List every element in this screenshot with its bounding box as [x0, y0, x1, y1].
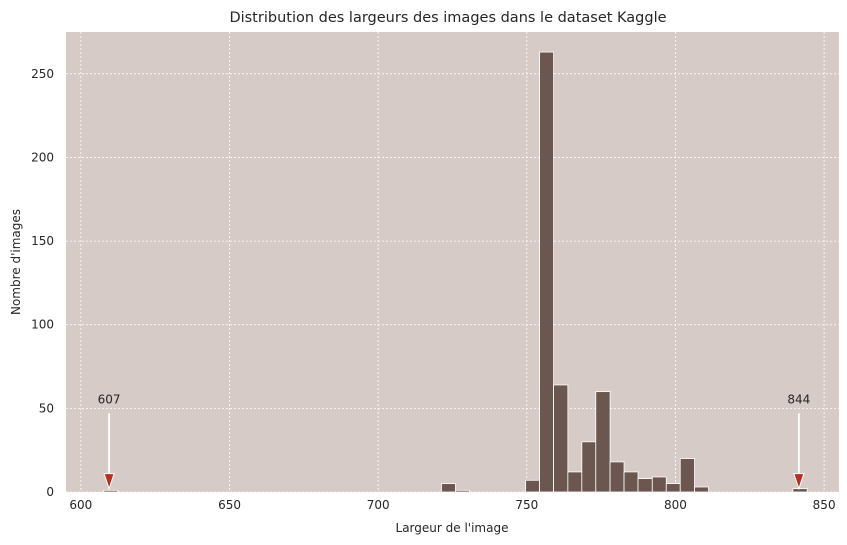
histogram-bar [623, 471, 639, 493]
histogram-bar [567, 471, 583, 493]
annotations: 607 844 [98, 392, 810, 491]
y-axis-ticks: 0 50 100 150 200 250 [31, 67, 54, 499]
y-tick-label: 250 [31, 67, 54, 81]
histogram-bar [581, 441, 597, 493]
x-axis-ticks: 600 650 700 750 800 850 [69, 498, 835, 512]
y-axis-label: Nombre d'images [9, 209, 23, 315]
histogram-bar [665, 483, 681, 493]
histogram-bars [103, 51, 808, 493]
histogram-bar [441, 483, 456, 493]
plot-area [66, 32, 839, 492]
grid-lines [66, 32, 839, 493]
chart-title: Distribution des largeurs des images dan… [229, 10, 666, 26]
annotation-label: 844 [787, 392, 810, 406]
y-tick-label: 200 [31, 150, 54, 164]
y-tick-label: 0 [46, 485, 54, 499]
x-tick-label: 800 [664, 498, 687, 512]
histogram-bar [595, 391, 611, 493]
histogram-bar [525, 479, 541, 493]
y-tick-label: 150 [31, 234, 54, 248]
y-tick-label: 50 [39, 401, 54, 415]
x-tick-label: 700 [367, 498, 390, 512]
histogram-bar [103, 489, 119, 493]
x-axis-label: Largeur de l'image [396, 521, 509, 535]
x-tick-label: 600 [69, 498, 92, 512]
histogram-bar [651, 476, 667, 493]
histogram-bar [455, 489, 470, 493]
x-tick-label: 650 [218, 498, 241, 512]
annotation-arrow-head [103, 473, 115, 491]
histogram-bar [792, 488, 808, 493]
histogram-bar [539, 51, 554, 493]
histogram-bar [553, 384, 569, 493]
x-tick-label: 850 [813, 498, 836, 512]
x-tick-label: 750 [515, 498, 538, 512]
histogram-bar [637, 478, 653, 493]
y-tick-label: 100 [31, 318, 54, 332]
histogram-bar [609, 461, 625, 493]
histogram-bar [694, 486, 709, 493]
annotation-arrow-head [793, 473, 805, 491]
annotation-label: 607 [98, 392, 121, 406]
histogram-bar [679, 458, 695, 493]
